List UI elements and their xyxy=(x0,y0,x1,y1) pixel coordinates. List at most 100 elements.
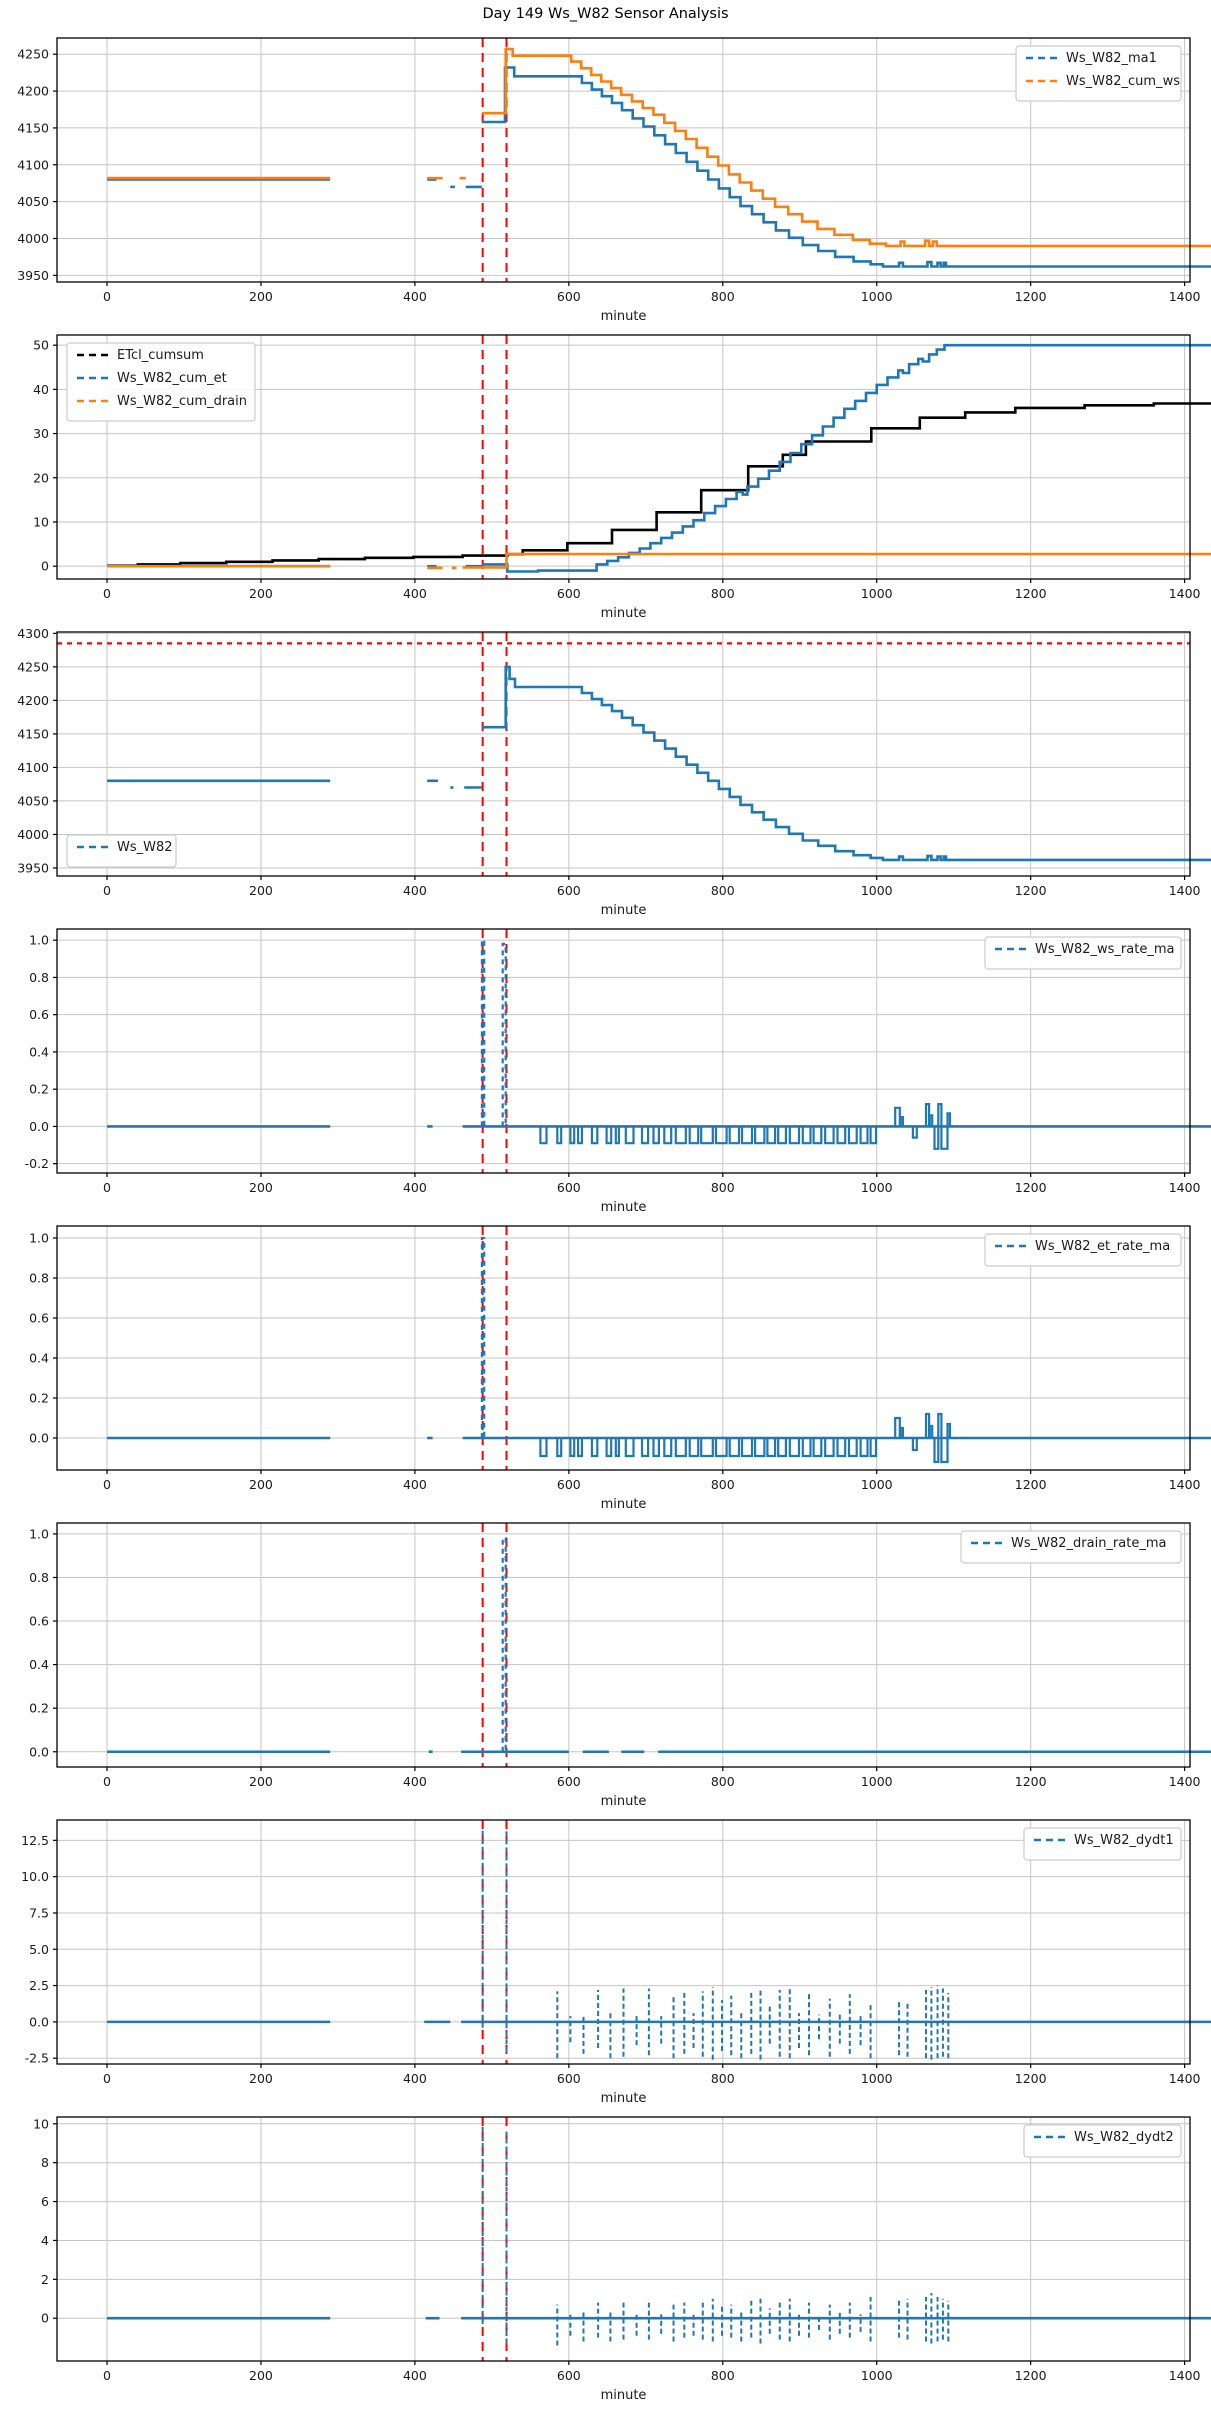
svg-text:0.6: 0.6 xyxy=(29,1311,49,1326)
x-axis-label: minute xyxy=(601,1497,647,1512)
svg-text:800: 800 xyxy=(711,1774,735,1789)
svg-text:30: 30 xyxy=(33,426,49,441)
svg-text:-0.2: -0.2 xyxy=(25,1156,49,1171)
svg-text:200: 200 xyxy=(249,1774,273,1789)
svg-text:800: 800 xyxy=(711,586,735,601)
svg-text:0: 0 xyxy=(103,586,111,601)
svg-text:4000: 4000 xyxy=(17,827,49,842)
grid xyxy=(57,38,1190,282)
svg-text:1400: 1400 xyxy=(1169,586,1201,601)
chart-canvas-7: 0 200 400 600 800 1000 1200 1400 -2.5 0.0 2.5 5.0 7.… xyxy=(21,1819,1211,2106)
svg-text:0.2: 0.2 xyxy=(29,1082,49,1097)
svg-text:0: 0 xyxy=(103,1180,111,1195)
x-axis-ticks: 0 200 400 600 800 1000 1200 1400 xyxy=(103,1767,1201,1789)
svg-text:1400: 1400 xyxy=(1169,1774,1201,1789)
svg-text:1000: 1000 xyxy=(861,1774,893,1789)
plot-border xyxy=(56,37,1191,283)
y-axis-ticks: -0.2 0.0 0.2 0.4 0.6 0.8 1.0 xyxy=(25,933,57,1171)
svg-text:400: 400 xyxy=(403,1477,427,1492)
svg-text:4150: 4150 xyxy=(17,726,49,741)
svg-text:4200: 4200 xyxy=(17,84,49,99)
svg-text:800: 800 xyxy=(711,1477,735,1492)
series-Ws_W82_cum_drain xyxy=(107,552,1211,570)
svg-text:1200: 1200 xyxy=(1015,1774,1047,1789)
svg-text:40: 40 xyxy=(33,382,49,397)
legend: Ws_W82_et_rate_ma xyxy=(984,1233,1182,1267)
legend: Ws_W82_dydt1 xyxy=(1023,1827,1182,1861)
subplot-7-dydt1: 0 200 400 600 800 1000 1200 1400 -2.5 0.0 2.5 5.0 7.… xyxy=(0,1810,1211,2107)
svg-text:0: 0 xyxy=(103,289,111,304)
x-axis-label: minute xyxy=(601,903,647,918)
plot-border xyxy=(56,1819,1191,2065)
svg-text:4200: 4200 xyxy=(17,693,49,708)
series-Ws_W82_ws_rate_ma xyxy=(107,939,1211,1150)
svg-text:200: 200 xyxy=(249,883,273,898)
svg-text:600: 600 xyxy=(557,586,581,601)
svg-text:200: 200 xyxy=(249,586,273,601)
svg-text:0.4: 0.4 xyxy=(29,1657,49,1672)
legend-entry-label: Ws_W82_et_rate_ma xyxy=(1035,1239,1170,1254)
svg-text:1400: 1400 xyxy=(1169,2368,1201,2383)
legend: Ws_W82_dydt2 xyxy=(1023,2124,1182,2158)
svg-text:0.8: 0.8 xyxy=(29,1271,49,1286)
legend: Ws_W82_ma1 Ws_W82_cum_ws xyxy=(1015,45,1182,102)
svg-text:1200: 1200 xyxy=(1015,883,1047,898)
y-axis-ticks: 3950 4000 4050 4100 4150 4200 4250 xyxy=(17,47,57,283)
subplot-6-drain-rate-ma: 0 200 400 600 800 1000 1200 1400 0.0 0.2 0.4 0.6 0.8… xyxy=(0,1513,1211,1810)
svg-text:0.4: 0.4 xyxy=(29,1044,49,1059)
legend: Ws_W82_drain_rate_ma xyxy=(960,1530,1182,1564)
svg-text:0.2: 0.2 xyxy=(29,1701,49,1716)
svg-text:0.6: 0.6 xyxy=(29,1007,49,1022)
svg-text:6: 6 xyxy=(41,2194,49,2209)
svg-text:10: 10 xyxy=(33,2116,49,2131)
svg-text:600: 600 xyxy=(557,883,581,898)
x-axis-ticks: 0 200 400 600 800 1000 1200 1400 xyxy=(103,2361,1201,2383)
svg-text:600: 600 xyxy=(557,2368,581,2383)
svg-text:0.6: 0.6 xyxy=(29,1614,49,1629)
svg-text:3950: 3950 xyxy=(17,268,49,283)
x-axis-ticks: 0 200 400 600 800 1000 1200 1400 xyxy=(103,1173,1201,1195)
svg-text:800: 800 xyxy=(711,1180,735,1195)
svg-text:400: 400 xyxy=(403,1774,427,1789)
svg-text:200: 200 xyxy=(249,2368,273,2383)
svg-text:0: 0 xyxy=(103,2071,111,2086)
subplot-1-ma1-cum-ws: 0 200 400 600 800 1000 1200 1400 3950 4000 4050 410… xyxy=(0,28,1211,325)
svg-text:1400: 1400 xyxy=(1169,1180,1201,1195)
svg-text:400: 400 xyxy=(403,1180,427,1195)
y-axis-ticks: 0.0 0.2 0.4 0.6 0.8 1.0 xyxy=(29,1231,57,1446)
svg-text:0.0: 0.0 xyxy=(29,1744,49,1759)
svg-text:7.5: 7.5 xyxy=(29,1905,49,1920)
subplot-8-dydt2: 0 200 400 600 800 1000 1200 1400 0 2 4 6 8 10 minute Ws… xyxy=(0,2107,1211,2404)
svg-text:1.0: 1.0 xyxy=(29,1526,49,1541)
legend-entry-label: Ws_W82 xyxy=(117,840,173,855)
x-axis-ticks: 0 200 400 600 800 1000 1200 1400 xyxy=(103,2064,1201,2086)
svg-text:1000: 1000 xyxy=(861,1477,893,1492)
plot-border xyxy=(56,1522,1191,1768)
series-Ws_W82_cum_et xyxy=(107,343,1211,573)
legend-entry-label: Ws_W82_cum_ws xyxy=(1066,74,1180,89)
svg-text:0.4: 0.4 xyxy=(29,1351,49,1366)
series-Ws_W82_cum_ws xyxy=(107,47,1211,248)
svg-text:1000: 1000 xyxy=(861,1180,893,1195)
x-axis-ticks: 0 200 400 600 800 1000 1200 1400 xyxy=(103,876,1201,898)
legend: ETcl_cumsum Ws_W82_cum_et Ws_W82_cum_drain xyxy=(66,342,256,422)
svg-text:600: 600 xyxy=(557,289,581,304)
svg-text:1400: 1400 xyxy=(1169,1477,1201,1492)
svg-text:0: 0 xyxy=(103,2368,111,2383)
svg-text:1000: 1000 xyxy=(861,586,893,601)
plot-border xyxy=(56,2116,1191,2362)
svg-text:1200: 1200 xyxy=(1015,1180,1047,1195)
chart-canvas-2: 0 200 400 600 800 1000 1200 1400 0 10 20 30 40 50 minu… xyxy=(33,334,1211,621)
svg-text:1000: 1000 xyxy=(861,289,893,304)
series-Ws_W82_dydt2 xyxy=(107,2123,1211,2346)
svg-text:4000: 4000 xyxy=(17,231,49,246)
subplot-2-cumsum-et-drain: 0 200 400 600 800 1000 1200 1400 0 10 20 30 40 50 minu… xyxy=(0,325,1211,622)
svg-text:400: 400 xyxy=(403,883,427,898)
svg-text:4: 4 xyxy=(41,2233,49,2248)
legend: Ws_W82 xyxy=(66,834,177,868)
svg-text:1400: 1400 xyxy=(1169,883,1201,898)
y-axis-ticks: 3950 4000 4050 4100 4150 4200 4250 4300 xyxy=(17,626,57,875)
svg-text:0.8: 0.8 xyxy=(29,1570,49,1585)
y-axis-ticks: 0 10 20 30 40 50 xyxy=(33,338,57,574)
